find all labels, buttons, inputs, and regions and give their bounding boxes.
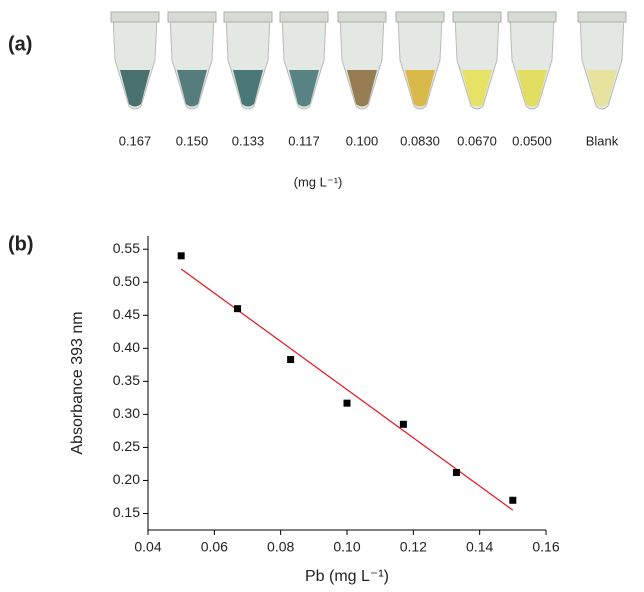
point <box>234 305 242 313</box>
sample-label: 0.133 <box>232 133 265 148</box>
tube <box>225 15 271 110</box>
point <box>509 496 517 504</box>
tube <box>339 15 385 110</box>
sample-label: 0.0500 <box>512 133 552 148</box>
liquid <box>289 70 319 107</box>
panel-label: (b) <box>8 233 34 255</box>
sample-label: 0.167 <box>119 133 152 148</box>
tube <box>579 15 625 110</box>
sample-label: 0.117 <box>288 133 320 148</box>
sample-label: 0.0670 <box>457 133 497 148</box>
tube-cap <box>577 11 627 23</box>
tube-cap <box>507 11 557 23</box>
y-tick-label: 0.20 <box>113 471 140 487</box>
y-tick-label: 0.35 <box>113 372 140 388</box>
liquid <box>517 70 547 107</box>
liquid <box>177 70 207 107</box>
y-tick-label: 0.40 <box>113 339 140 355</box>
y-tick-label: 0.55 <box>113 240 140 256</box>
y-tick-label: 0.25 <box>113 438 140 454</box>
tube-cap <box>223 11 273 23</box>
point <box>177 252 185 260</box>
point <box>452 469 460 477</box>
tube-cap <box>279 11 329 23</box>
y-tick-label: 0.50 <box>113 273 140 289</box>
x-tick-label: 0.16 <box>532 539 559 555</box>
x-tick-label: 0.12 <box>400 539 427 555</box>
sample-label: 0.100 <box>346 133 379 148</box>
x-tick-label: 0.06 <box>201 539 228 555</box>
liquid <box>587 70 617 107</box>
liquid <box>347 70 377 107</box>
tube-cap <box>337 11 387 23</box>
point <box>343 399 351 407</box>
tube-cap <box>452 11 502 23</box>
point <box>399 420 407 428</box>
tube <box>454 15 500 110</box>
tube-cap <box>167 11 217 23</box>
point <box>287 356 295 364</box>
x-axis-label: Pb (mg L⁻¹) <box>305 568 389 585</box>
sample-label: 0.0830 <box>400 133 440 148</box>
panel-label: (a) <box>8 33 32 55</box>
fit-line <box>180 268 514 511</box>
y-tick-label: 0.30 <box>113 405 140 421</box>
liquid <box>462 70 492 107</box>
blank-label: Blank <box>586 133 619 148</box>
x-tick-label: 0.10 <box>333 539 360 555</box>
x-tick-label: 0.04 <box>134 539 161 555</box>
y-axis-label: Absorbance 393 nm <box>69 311 86 454</box>
liquid <box>120 70 150 107</box>
y-tick-label: 0.45 <box>113 306 140 322</box>
liquid <box>405 70 435 107</box>
x-tick-label: 0.08 <box>267 539 294 555</box>
y-tick-label: 0.15 <box>113 504 140 520</box>
sample-label: 0.150 <box>176 133 209 148</box>
tube <box>509 15 555 110</box>
liquid <box>233 70 263 107</box>
tube-cap <box>110 11 160 23</box>
tube <box>281 15 327 110</box>
unit-label: (mg L⁻¹) <box>294 174 343 189</box>
tube-cap <box>395 11 445 23</box>
x-tick-label: 0.14 <box>466 539 493 555</box>
tube <box>169 15 215 110</box>
tube <box>112 15 158 110</box>
tube <box>397 15 443 110</box>
